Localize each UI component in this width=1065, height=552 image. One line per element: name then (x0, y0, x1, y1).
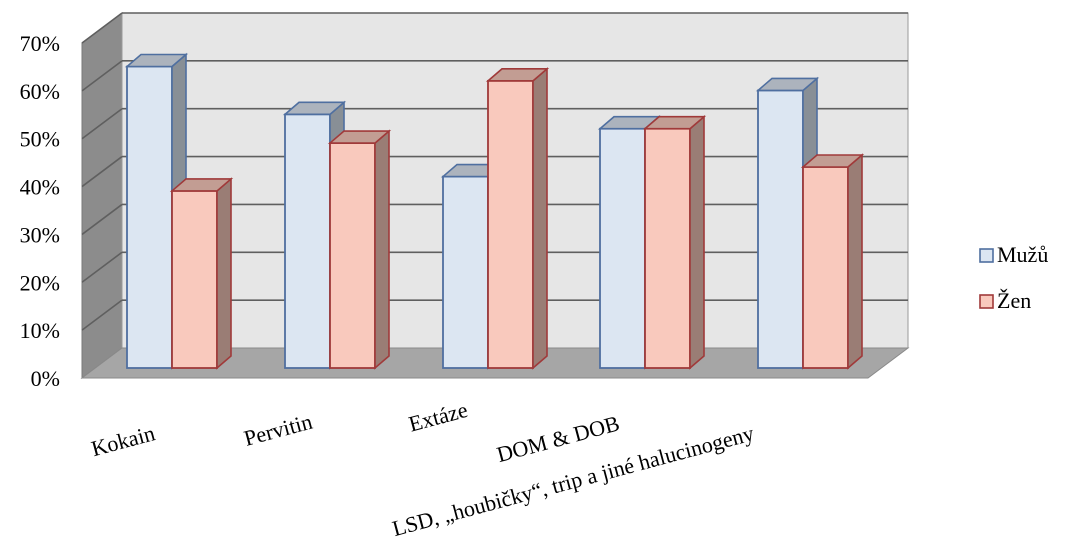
gridline-side (81, 155, 123, 188)
bar-top (327, 130, 392, 144)
bar (485, 67, 550, 370)
bar-front (757, 89, 804, 369)
bar (642, 114, 707, 370)
gridline-side (81, 108, 123, 140)
bar-side (532, 67, 548, 370)
y-axis-ticks: 0% 10% 20% 30% 40% 50% 60% 70% (20, 31, 60, 391)
x-tick-label: Pervitin (241, 409, 315, 451)
bar-top (755, 77, 820, 92)
x-tick-label: Extáze (406, 397, 470, 437)
bar (327, 129, 392, 370)
left-wall (81, 12, 123, 379)
legend-label: Mužů (997, 242, 1048, 267)
bar-front (442, 175, 489, 369)
x-tick-label: DOM & DOB (494, 410, 622, 467)
bar-front (644, 127, 691, 369)
bar-top (642, 115, 707, 130)
y-tick-label: 30% (20, 222, 60, 247)
y-tick-label: 60% (20, 79, 60, 104)
bar-top (485, 68, 550, 82)
bar-front (599, 127, 646, 369)
y-tick-label: 50% (20, 127, 60, 152)
bar-top (169, 178, 234, 192)
gridline-side (81, 12, 123, 44)
gridline-side (81, 251, 123, 283)
legend-swatch (979, 248, 994, 263)
legend-item: Žen (979, 288, 1031, 313)
y-tick-label: 40% (20, 175, 60, 200)
legend-item: Mužů (979, 242, 1048, 267)
gridline-side (81, 203, 123, 236)
bar-top (800, 154, 865, 168)
gridline-side (81, 60, 123, 92)
bar-front (126, 65, 173, 369)
bar-front (329, 142, 376, 369)
bar-side (689, 114, 705, 370)
bar-front (802, 166, 849, 369)
legend-label: Žen (997, 288, 1031, 313)
bar (169, 177, 234, 370)
bar-side (374, 129, 390, 370)
y-tick-label: 0% (31, 366, 60, 391)
gridline-side (81, 299, 123, 331)
legend: Mužů Žen (979, 242, 1048, 313)
y-tick-label: 20% (20, 270, 60, 295)
legend-swatch (979, 294, 994, 309)
y-tick-label: 10% (20, 318, 60, 343)
bar-top (124, 53, 189, 68)
x-tick-label: Kokain (89, 420, 158, 461)
bar-front (284, 113, 331, 369)
bar-front (171, 190, 218, 369)
bar-side (216, 177, 232, 370)
bar-front (487, 79, 534, 369)
bar-top (282, 101, 347, 116)
bars (124, 52, 865, 370)
bar (800, 153, 865, 370)
y-tick-label: 70% (20, 31, 60, 56)
bar-side (847, 153, 863, 370)
